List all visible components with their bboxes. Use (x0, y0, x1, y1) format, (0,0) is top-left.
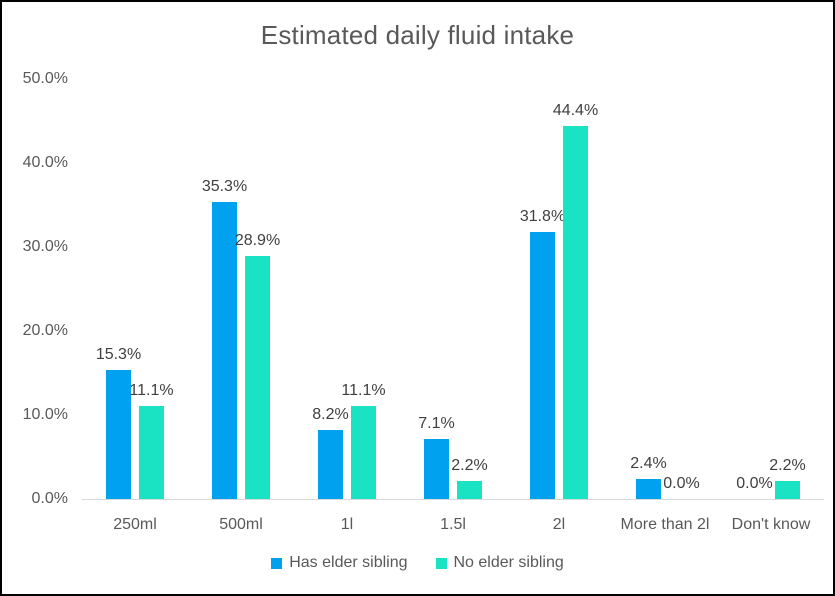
y-tick-label: 0.0% (31, 490, 68, 507)
y-tick-label: 30.0% (22, 238, 68, 255)
legend-item: Has elder sibling (271, 554, 408, 572)
x-category-label: More than 2l (620, 516, 710, 533)
bar-value-label: 35.3% (201, 178, 248, 196)
bar-value-label: 0.0% (736, 475, 773, 492)
x-category-label: Don't know (731, 516, 811, 533)
bar-value-label: 11.1% (341, 381, 386, 399)
bar-value-label: 44.4% (552, 102, 599, 120)
bar-value-label: 0.0% (663, 475, 700, 492)
bar (457, 480, 482, 499)
bar-value-label: 11.1% (129, 381, 174, 399)
legend-label: Has elder sibling (289, 554, 408, 571)
y-tick-label: 40.0% (22, 154, 68, 171)
bar (424, 439, 449, 499)
legend: Has elder sibling No elder sibling (2, 554, 833, 572)
y-tick-label: 10.0% (22, 406, 68, 423)
bar (775, 480, 800, 499)
bar-value-label: 2.2% (769, 456, 806, 474)
x-category-label: 2l (552, 516, 566, 533)
y-tick-label: 50.0% (22, 70, 68, 87)
legend-swatch (271, 557, 283, 569)
bar (139, 405, 164, 499)
bar (106, 370, 131, 499)
bar (318, 430, 343, 499)
legend-item: No elder sibling (435, 554, 564, 572)
bar (351, 405, 376, 499)
x-category-label: 500ml (219, 516, 263, 533)
bar (530, 231, 555, 499)
x-category-label: 1l (340, 516, 354, 533)
x-axis-line (82, 499, 824, 500)
legend-label: No elder sibling (453, 554, 564, 571)
bar-value-label: 15.3% (95, 346, 142, 364)
y-tick-label: 20.0% (22, 322, 68, 339)
legend-swatch (435, 557, 447, 569)
bar-value-label: 2.2% (451, 456, 488, 474)
bar (245, 256, 270, 499)
bar-value-label: 28.9% (234, 232, 281, 250)
bar-value-label: 31.8% (519, 207, 566, 225)
x-category-label: 1.5l (440, 516, 466, 533)
bar-value-label: 7.1% (418, 415, 455, 433)
bar (212, 202, 237, 499)
bar-value-label: 8.2% (312, 406, 349, 424)
bar (563, 126, 588, 499)
bar-value-label: 2.4% (630, 454, 667, 472)
bar (636, 478, 661, 499)
chart-title: Estimated daily fluid intake (260, 20, 575, 50)
x-category-label: 250ml (113, 516, 157, 533)
